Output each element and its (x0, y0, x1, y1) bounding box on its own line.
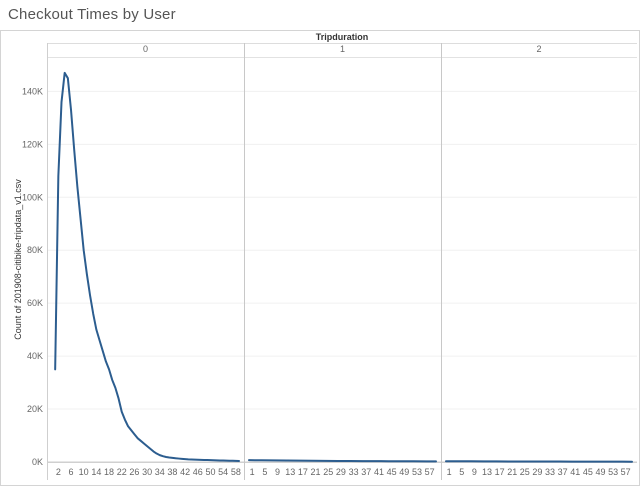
x-tick-label: 1 (250, 467, 255, 477)
x-tick-label: 46 (193, 467, 203, 477)
x-tick-label: 21 (507, 467, 517, 477)
panel-label-1: 1 (340, 44, 345, 54)
x-tick-label: 53 (412, 467, 422, 477)
x-tick-label: 17 (298, 467, 308, 477)
x-tick-label: 58 (231, 467, 241, 477)
series-line-panel-1 (248, 459, 437, 463)
column-header-label: Tripduration (316, 32, 369, 42)
x-tick-label: 17 (495, 467, 505, 477)
y-tick-label: 120K (22, 139, 43, 149)
x-tick-label: 45 (583, 467, 593, 477)
x-tick-label: 50 (205, 467, 215, 477)
y-tick-label: 140K (22, 86, 43, 96)
x-tick-label: 57 (621, 467, 631, 477)
x-tick-label: 34 (155, 467, 165, 477)
x-tick-label: 38 (167, 467, 177, 477)
x-tick-label: 9 (472, 467, 477, 477)
x-tick-label: 25 (520, 467, 530, 477)
x-tick-label: 13 (482, 467, 492, 477)
chart-title: Checkout Times by User (8, 6, 176, 23)
panel-label-0: 0 (143, 44, 148, 54)
x-tick-label: 1 (447, 467, 452, 477)
x-tick-label: 21 (311, 467, 321, 477)
x-tick-label: 22 (117, 467, 127, 477)
x-tick-label: 41 (374, 467, 384, 477)
series-line-panel-0 (54, 71, 240, 462)
x-tick-label: 26 (129, 467, 139, 477)
x-tick-label: 33 (349, 467, 359, 477)
x-tick-label: 13 (285, 467, 295, 477)
x-tick-label: 18 (104, 467, 114, 477)
x-tick-label: 14 (91, 467, 101, 477)
y-tick-label: 80K (27, 245, 43, 255)
x-tick-label: 2 (56, 467, 61, 477)
x-tick-label: 5 (262, 467, 267, 477)
x-tick-label: 42 (180, 467, 190, 477)
x-tick-label: 30 (142, 467, 152, 477)
chart-frame (0, 30, 640, 486)
x-tick-label: 9 (275, 467, 280, 477)
x-tick-label: 45 (387, 467, 397, 477)
series-line-panel-2 (445, 460, 633, 463)
x-tick-label: 49 (595, 467, 605, 477)
x-tick-label: 53 (608, 467, 618, 477)
x-tick-label: 49 (399, 467, 409, 477)
y-tick-label: 40K (27, 351, 43, 361)
x-tick-label: 57 (425, 467, 435, 477)
x-tick-label: 33 (545, 467, 555, 477)
y-tick-label: 60K (27, 298, 43, 308)
x-tick-label: 37 (558, 467, 568, 477)
panel-label-2: 2 (536, 44, 541, 54)
y-tick-label: 0K (32, 457, 43, 467)
x-tick-label: 5 (459, 467, 464, 477)
x-tick-label: 37 (361, 467, 371, 477)
x-tick-label: 54 (218, 467, 228, 477)
x-tick-label: 10 (79, 467, 89, 477)
y-tick-label: 20K (27, 404, 43, 414)
y-axis-label: Count of 201908-citibike-tripdata_v1.csv (13, 179, 23, 340)
y-tick-label: 100K (22, 192, 43, 202)
x-tick-label: 29 (336, 467, 346, 477)
x-tick-label: 25 (323, 467, 333, 477)
x-tick-label: 6 (69, 467, 74, 477)
x-tick-label: 29 (532, 467, 542, 477)
x-tick-label: 41 (570, 467, 580, 477)
